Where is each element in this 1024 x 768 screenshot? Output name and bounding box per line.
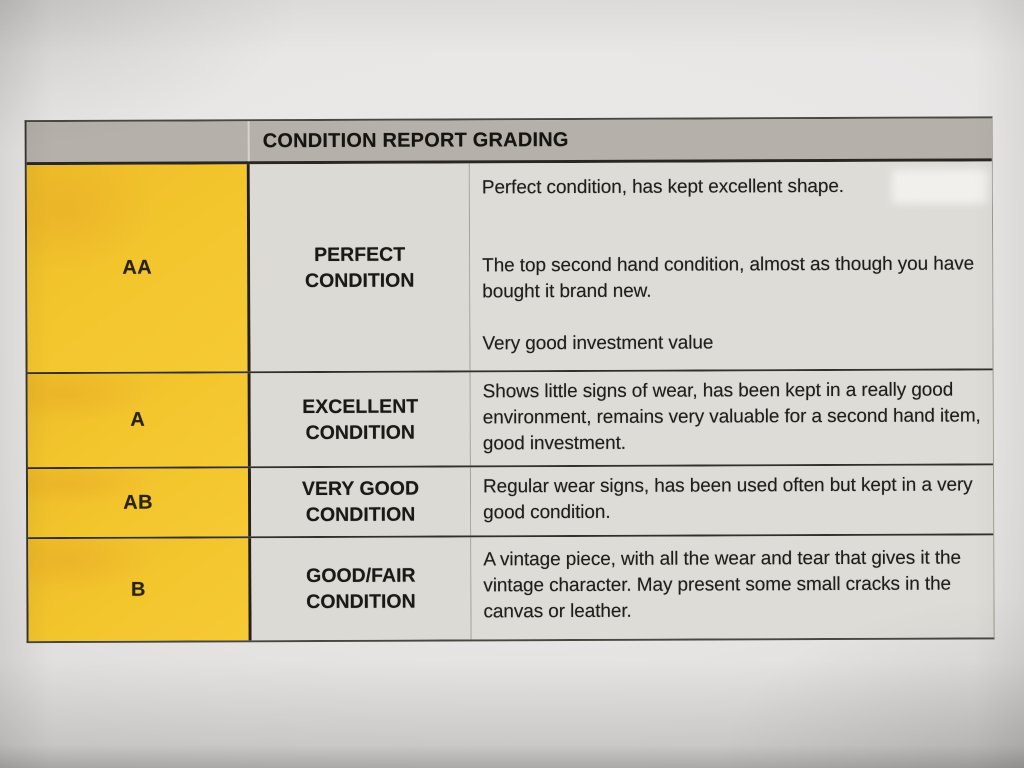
condition-label-cell: VERY GOOD CONDITION — [250, 467, 472, 537]
description-paragraph: A vintage piece, with all the wear and t… — [483, 547, 961, 623]
condition-label-line: VERY GOOD — [301, 477, 420, 501]
description-cell: Regular wear signs, has been used often … — [470, 465, 994, 536]
condition-label-line: CONDITION — [304, 269, 415, 292]
condition-label-line: PERFECT — [314, 243, 406, 266]
condition-label-cell: EXCELLENT CONDITION — [250, 372, 471, 467]
condition-label-cell: GOOD/FAIR CONDITION — [251, 537, 472, 641]
table-title: CONDITION REPORT GRADING — [262, 128, 569, 152]
description-cell: Shows little signs of wear, has been kep… — [470, 370, 993, 466]
condition-label-line: GOOD/FAIR — [306, 564, 416, 588]
table-row: A EXCELLENT CONDITION Shows little signs… — [27, 370, 993, 470]
description-cell: A vintage piece, with all the wear and t… — [471, 535, 994, 640]
description-cell: Perfect condition, has kept excellent sh… — [469, 161, 993, 371]
condition-label-line: CONDITION — [305, 503, 416, 527]
table-header-row: CONDITION REPORT GRADING — [26, 118, 992, 166]
grade-cell: AA — [26, 164, 251, 373]
description-paragraph: Shows little signs of wear, has been kep… — [482, 379, 981, 455]
description-paragraph: Very good investment value — [482, 332, 714, 355]
grade-cell: B — [28, 538, 252, 642]
header-empty-cell — [26, 121, 250, 163]
condition-label-line: CONDITION — [306, 590, 416, 614]
description-paragraph: Perfect condition, has kept excellent sh… — [481, 175, 845, 199]
condition-label-cell: PERFECT CONDITION — [249, 163, 471, 372]
table-row: AA PERFECT CONDITION Perfect condition, … — [26, 161, 993, 375]
description-paragraph: Regular wear signs, has been used often … — [482, 474, 973, 524]
table-row: B GOOD/FAIR CONDITION A vintage piece, w… — [28, 535, 994, 642]
description-paragraph: The top second hand condition, almost as… — [482, 253, 975, 303]
condition-grading-table: CONDITION REPORT GRADING AA PERFECT COND… — [24, 116, 995, 644]
condition-label-line: CONDITION — [305, 421, 416, 444]
condition-label-line: EXCELLENT — [302, 395, 419, 418]
grade-cell: A — [27, 373, 251, 468]
grade-cell: AB — [27, 468, 252, 538]
table-row: AB VERY GOOD CONDITION Regular wear sign… — [27, 465, 994, 540]
